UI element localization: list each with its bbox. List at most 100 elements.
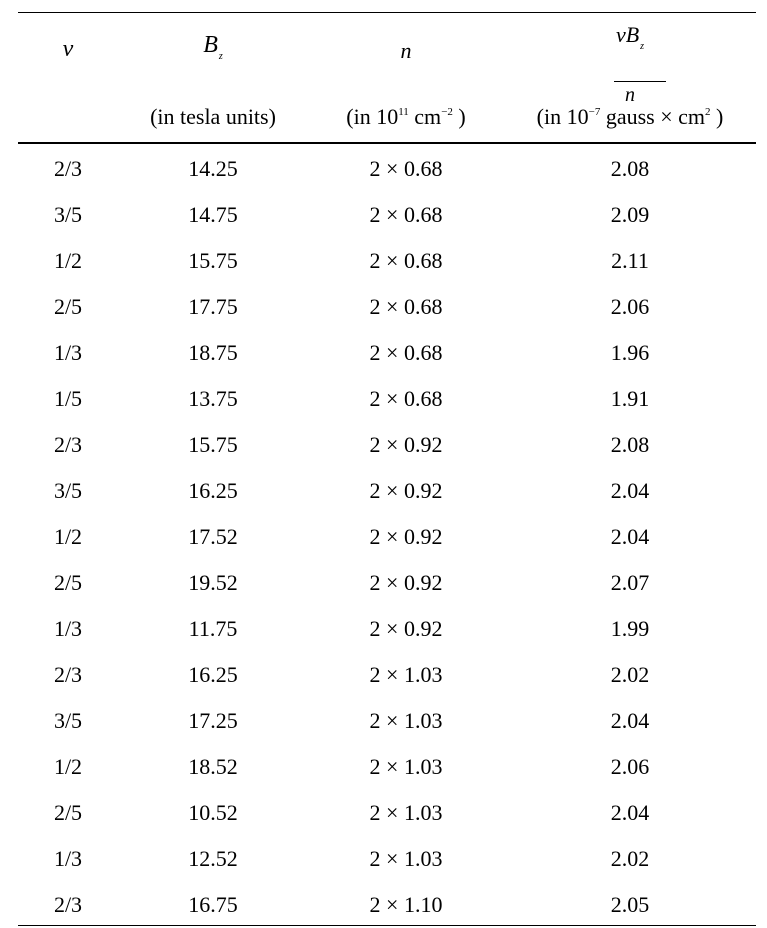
cell-nu: 1/3: [53, 846, 83, 871]
header-ratio-unit-pre: (in: [536, 104, 567, 129]
cell-bz: 14.75: [188, 202, 238, 227]
cell-bz: 16.75: [188, 892, 238, 917]
cell-bz: 14.25: [188, 156, 238, 181]
cell-ratio: 1.91: [610, 386, 650, 411]
table-row: 2/3 16.25 2 × 1.03 2.02: [18, 652, 756, 698]
table-row: 3/5 14.75 2 × 0.68 2.09: [18, 192, 756, 238]
cell-ratio: 2.02: [610, 662, 650, 687]
cell-ratio: 1.99: [610, 616, 650, 641]
cell-ratio: 2.11: [611, 248, 649, 273]
table-row: 1/3 12.52 2 × 1.03 2.02: [18, 836, 756, 882]
cell-ratio: 2.07: [610, 570, 650, 595]
cell-n: 2 × 1.03: [369, 662, 443, 687]
header-n-unit: (in 1011 cm−2 ): [308, 104, 504, 130]
cell-bz: 10.52: [188, 800, 238, 825]
cell-nu: 3/5: [53, 708, 83, 733]
cell-bz: 16.25: [188, 662, 238, 687]
cell-bz: 11.75: [188, 616, 238, 641]
cell-n: 2 × 1.03: [369, 708, 443, 733]
table-row: 2/3 14.25 2 × 0.68 2.08: [18, 146, 756, 192]
cell-nu: 2/5: [53, 570, 83, 595]
header-n: n: [308, 38, 504, 64]
header-ratio-unit-base: 10: [566, 104, 589, 129]
cell-ratio: 2.08: [610, 156, 650, 181]
cell-nu: 3/5: [53, 202, 83, 227]
cell-n: 2 × 0.68: [369, 340, 443, 365]
header-n-unit-exp2: −2: [441, 106, 453, 118]
cell-nu: 2/5: [53, 294, 83, 319]
cell-n: 2 × 1.10: [369, 892, 443, 917]
cell-n: 2 × 0.68: [369, 294, 443, 319]
cell-ratio: 2.04: [610, 524, 650, 549]
cell-nu: 2/3: [53, 156, 83, 181]
cell-ratio: 2.06: [610, 294, 650, 319]
header-ratio-fraction-bar: [614, 81, 666, 82]
header-n-unit-base: 10: [376, 104, 399, 129]
cell-nu: 1/3: [53, 340, 83, 365]
table-row: 1/3 11.75 2 × 0.92 1.99: [18, 606, 756, 652]
cell-bz: 12.52: [188, 846, 238, 871]
header-n-unit-post: ): [452, 104, 466, 129]
header-ratio-unit-mid: gauss × cm: [600, 104, 705, 129]
table-row: 1/2 17.52 2 × 0.92 2.04: [18, 514, 756, 560]
cell-nu: 3/5: [53, 478, 83, 503]
cell-n: 2 × 0.68: [369, 156, 443, 181]
table-row: 2/5 19.52 2 × 0.92 2.07: [18, 560, 756, 606]
cell-nu: 1/2: [53, 248, 83, 273]
header-nu: ν: [18, 36, 118, 63]
header-n-symbol: n: [400, 38, 412, 63]
header-bz-unit: (in tesla units): [118, 104, 308, 130]
header-bz-unit-text: (in tesla units): [150, 104, 276, 129]
cell-n: 2 × 0.92: [369, 570, 443, 595]
table-row: 1/3 18.75 2 × 0.68 1.96: [18, 330, 756, 376]
cell-nu: 2/3: [53, 662, 83, 687]
header-n-unit-exp: 11: [398, 106, 409, 118]
cell-ratio: 2.04: [610, 478, 650, 503]
cell-n: 2 × 0.68: [369, 386, 443, 411]
cell-n: 2 × 1.03: [369, 754, 443, 779]
cell-nu: 1/2: [53, 524, 83, 549]
cell-ratio: 2.04: [610, 800, 650, 825]
cell-ratio: 2.08: [610, 432, 650, 457]
header-bz: Bz: [118, 32, 308, 62]
table-row: 3/5 17.25 2 × 1.03 2.04: [18, 698, 756, 744]
cell-bz: 18.52: [188, 754, 238, 779]
table-row: 1/5 13.75 2 × 0.68 1.91: [18, 376, 756, 422]
table-row: 1/2 15.75 2 × 0.68 2.11: [18, 238, 756, 284]
cell-n: 2 × 0.68: [369, 202, 443, 227]
cell-ratio: 2.05: [610, 892, 650, 917]
header-bz-subscript: z: [218, 51, 223, 62]
cell-n: 2 × 1.03: [369, 846, 443, 871]
cell-bz: 15.75: [188, 248, 238, 273]
table-row: 2/5 17.75 2 × 0.68 2.06: [18, 284, 756, 330]
header-ratio-numerator: νBz: [616, 22, 644, 52]
header-ratio-denominator: n: [625, 84, 635, 106]
cell-bz: 17.25: [188, 708, 238, 733]
table-top-rule: [18, 12, 756, 13]
cell-ratio: 1.96: [610, 340, 650, 365]
cell-bz: 13.75: [188, 386, 238, 411]
cell-bz: 16.25: [188, 478, 238, 503]
header-ratio-unit-exp2: 2: [705, 106, 711, 118]
cell-ratio: 2.09: [610, 202, 650, 227]
header-n-unit-mid: cm: [408, 104, 442, 129]
cell-nu: 2/5: [53, 800, 83, 825]
cell-n: 2 × 1.03: [369, 800, 443, 825]
header-bz-symbol: B: [203, 32, 218, 58]
cell-ratio: 2.02: [610, 846, 650, 871]
cell-ratio: 2.06: [610, 754, 650, 779]
header-ratio-unit-post: ): [710, 104, 724, 129]
header-ratio-unit: (in 10−7 gauss × cm2 ): [504, 104, 756, 130]
cell-nu: 2/3: [53, 892, 83, 917]
cell-n: 2 × 0.92: [369, 432, 443, 457]
cell-nu: 2/3: [53, 432, 83, 457]
cell-bz: 19.52: [188, 570, 238, 595]
table-body: 2/3 14.25 2 × 0.68 2.08 3/5 14.75 2 × 0.68 2.09…: [18, 146, 756, 928]
header-ratio-unit-exp: −7: [588, 106, 601, 118]
table-bottom-rule: [18, 925, 756, 926]
cell-bz: 17.52: [188, 524, 238, 549]
data-table: 2/3 14.25 2 × 0.68 2.08 3/5 14.75 2 × 0.68 2.09…: [18, 146, 756, 928]
table-header-rule: [18, 142, 756, 144]
table-row: 2/3 15.75 2 × 0.92 2.08: [18, 422, 756, 468]
cell-ratio: 2.04: [610, 708, 650, 733]
